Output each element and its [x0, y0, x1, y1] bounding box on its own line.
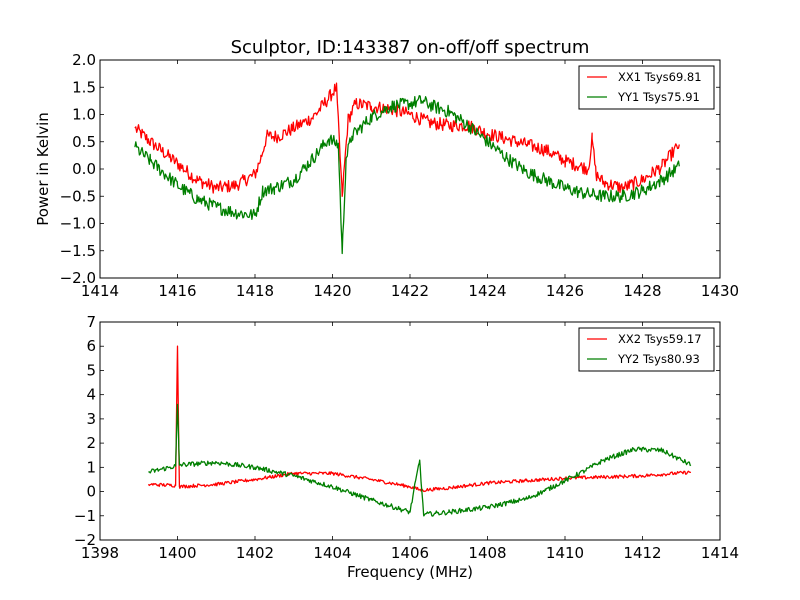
bottom-legend: XX2 Tsys59.17 YY2 Tsys80.93 [578, 327, 715, 372]
y-tick-label: −2 [74, 531, 96, 549]
x-tick-label: 1428 [623, 282, 661, 300]
bottom-series-lines [147, 345, 692, 517]
x-tick-label: 1430 [701, 282, 739, 300]
top-axes-ticks: 1414 1416 1418 1420 1422 1424 1426 1428 1430 −2.0… [60, 51, 740, 300]
legend-label-xx1: XX1 Tsys69.81 [618, 70, 702, 84]
x-tick-label: 1418 [236, 282, 274, 300]
y-tick-label: −2.0 [60, 269, 96, 287]
series-line-yy1 [134, 95, 680, 255]
x-tick-label: 1414 [81, 282, 119, 300]
series-line-yy2 [148, 403, 692, 517]
y-tick-label: 0 [86, 483, 96, 501]
y-tick-label: 4 [86, 386, 96, 404]
y-tick-label: 6 [86, 337, 96, 355]
series-line-xx2 [147, 345, 692, 493]
y-tick-label: 1.0 [72, 106, 96, 124]
top-series-lines [134, 82, 680, 255]
x-tick-label: 1426 [546, 282, 584, 300]
x-tick-label: 1420 [313, 282, 351, 300]
chart-title: Sculptor, ID:143387 on-off/off spectrum [231, 37, 590, 58]
x-axis-label: Frequency (MHz) [347, 563, 473, 581]
series-line-xx1 [134, 82, 680, 197]
x-tick-label: 1402 [236, 544, 274, 562]
x-tick-label: 1422 [391, 282, 429, 300]
x-tick-label: 1400 [158, 544, 196, 562]
top-legend: XX1 Tsys69.81 YY1 Tsys75.91 [578, 65, 715, 110]
x-tick-label: 1406 [391, 544, 429, 562]
y-tick-label: 0.5 [72, 133, 96, 151]
bottom-axes-ticks: 1398 1400 1402 1404 1406 1408 1410 1412 1414−2−1… [74, 313, 739, 562]
x-tick-label: 1408 [468, 544, 506, 562]
x-tick-label: 1416 [158, 282, 196, 300]
bottom-legend-box [578, 327, 715, 372]
y-tick-label: 1 [86, 458, 96, 476]
x-tick-label: 1424 [468, 282, 506, 300]
y-tick-label: −1 [74, 507, 96, 525]
y-tick-label: 2.0 [72, 51, 96, 69]
y-tick-label: 3 [86, 410, 96, 428]
x-tick-label: 1414 [701, 544, 739, 562]
y-tick-label: 1.5 [72, 78, 96, 96]
y-tick-label: 0.0 [72, 160, 96, 178]
top-y-axis-label: Power in Kelvin [34, 112, 52, 226]
top-legend-box [578, 65, 715, 110]
top-axes: 1414 1416 1418 1420 1422 1424 1426 1428 1430 −2.0… [34, 51, 739, 300]
y-tick-label: −1.5 [60, 242, 96, 260]
y-tick-label: 2 [86, 434, 96, 452]
x-tick-label: 1412 [623, 544, 661, 562]
y-tick-label: −0.5 [60, 187, 96, 205]
bottom-axes: 1398 1400 1402 1404 1406 1408 1410 1412 1414−2−1… [74, 313, 739, 581]
legend-label-yy2: YY2 Tsys80.93 [617, 352, 700, 366]
x-tick-label: 1404 [313, 544, 351, 562]
legend-label-xx2: XX2 Tsys59.17 [618, 332, 702, 346]
y-tick-label: 7 [86, 313, 96, 331]
x-tick-label: 1398 [81, 544, 119, 562]
x-tick-label: 1410 [546, 544, 584, 562]
legend-label-yy1: YY1 Tsys75.91 [617, 90, 700, 104]
y-tick-label: −1.0 [60, 215, 96, 233]
y-tick-label: 5 [86, 361, 96, 379]
